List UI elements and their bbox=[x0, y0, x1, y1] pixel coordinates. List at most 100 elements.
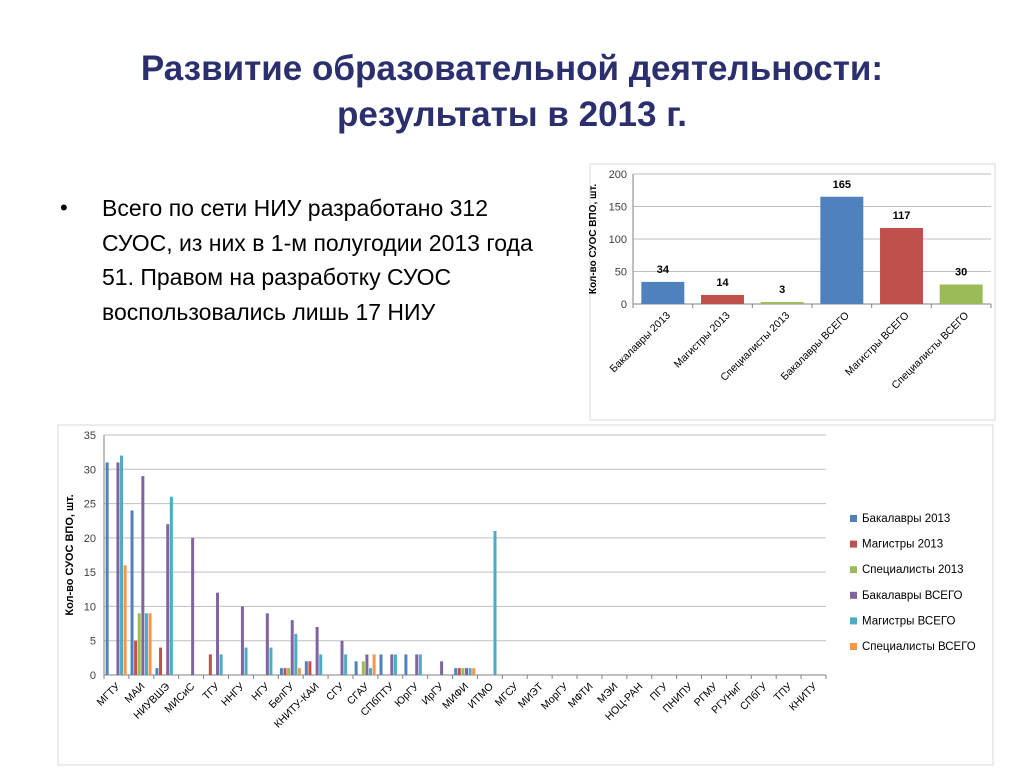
bar bbox=[244, 647, 248, 675]
bar bbox=[418, 654, 422, 675]
bar bbox=[440, 661, 444, 675]
legend-swatch bbox=[850, 591, 857, 599]
bar bbox=[340, 640, 344, 675]
chart-frame bbox=[589, 163, 996, 421]
bar bbox=[137, 613, 141, 675]
bar bbox=[155, 668, 159, 675]
bar bbox=[219, 654, 223, 675]
y-tick-label: 25 bbox=[84, 499, 96, 511]
data-label: 30 bbox=[955, 267, 967, 279]
bar bbox=[208, 654, 212, 675]
data-label: 117 bbox=[893, 210, 911, 222]
bar bbox=[159, 647, 163, 675]
legend-swatch bbox=[850, 566, 857, 574]
bar bbox=[166, 524, 170, 675]
bar bbox=[760, 302, 804, 304]
y-tick-label: 0 bbox=[90, 670, 96, 682]
bar bbox=[216, 592, 220, 675]
bar bbox=[279, 668, 283, 675]
y-tick-label: 100 bbox=[609, 234, 627, 246]
bar bbox=[457, 668, 461, 675]
bar bbox=[308, 661, 312, 675]
legend-entry: Магистры ВСЕГО bbox=[862, 615, 955, 627]
bar bbox=[369, 668, 373, 675]
x-tick-label: ЮрГУ bbox=[392, 680, 421, 709]
x-tick-label: СГУ bbox=[324, 680, 347, 703]
legend-swatch bbox=[850, 643, 857, 650]
y-tick-label: 150 bbox=[609, 202, 627, 214]
data-label: 34 bbox=[657, 264, 670, 276]
y-tick-label: 10 bbox=[84, 601, 96, 613]
chart-frame bbox=[57, 424, 994, 766]
bar bbox=[134, 640, 138, 675]
bar bbox=[294, 633, 298, 675]
bar bbox=[404, 654, 408, 675]
bar bbox=[319, 654, 323, 675]
bar bbox=[141, 476, 145, 675]
bar bbox=[269, 647, 273, 675]
bar bbox=[105, 462, 109, 675]
bar bbox=[372, 654, 376, 675]
bar bbox=[493, 531, 497, 675]
y-tick-label: 5 bbox=[90, 636, 96, 648]
bar bbox=[304, 661, 308, 675]
bar bbox=[148, 613, 152, 675]
bar bbox=[297, 668, 301, 675]
legend-swatch bbox=[850, 540, 857, 548]
bar bbox=[315, 627, 319, 675]
bar bbox=[287, 668, 291, 675]
y-tick-label: 200 bbox=[609, 169, 627, 181]
x-tick-label: МИФИ bbox=[440, 681, 471, 712]
x-tick-label: МорГУ bbox=[539, 680, 571, 712]
bar bbox=[169, 496, 173, 675]
bar bbox=[144, 613, 148, 675]
legend-entry: Специалисты ВСЕГО bbox=[862, 641, 976, 653]
y-axis-title: Кол-во СУОС ВПО, шт. bbox=[588, 184, 599, 294]
legend-entry: Бакалавры 2013 bbox=[862, 513, 950, 525]
bar bbox=[361, 661, 365, 675]
x-tick-label: ННГУ bbox=[219, 680, 247, 708]
bar bbox=[265, 613, 269, 675]
bar bbox=[365, 654, 369, 675]
x-tick-label: МГСУ bbox=[493, 680, 521, 708]
legend-swatch bbox=[850, 515, 857, 522]
bar bbox=[354, 661, 358, 675]
bullet-text: Всего по сети НИУ разработано 312 СУОС, … bbox=[102, 195, 533, 325]
slide-title: Развитие образовательной деятельности: р… bbox=[0, 46, 1024, 138]
bar bbox=[116, 462, 120, 675]
bar bbox=[393, 654, 397, 675]
y-tick-label: 15 bbox=[84, 567, 96, 579]
bar bbox=[701, 294, 744, 304]
data-label: 3 bbox=[779, 284, 785, 296]
x-tick-label: МГТУ bbox=[95, 680, 123, 708]
legend-entry: Магистры 2013 bbox=[862, 539, 943, 551]
bar bbox=[344, 654, 348, 675]
bar bbox=[461, 668, 465, 675]
bar bbox=[880, 227, 923, 304]
y-tick-label: 50 bbox=[615, 267, 627, 279]
x-tick-label: МФТИ bbox=[566, 681, 596, 711]
y-tick-label: 35 bbox=[84, 430, 96, 442]
y-tick-label: 0 bbox=[621, 299, 627, 311]
bar bbox=[939, 284, 983, 304]
legend-swatch bbox=[850, 617, 857, 625]
y-tick-label: 20 bbox=[84, 533, 96, 545]
y-tick-label: 30 bbox=[84, 464, 96, 476]
slide-title-line2: результаты в 2013 г. bbox=[336, 95, 688, 134]
bar bbox=[415, 654, 419, 675]
legend-entry: Специалисты 2013 bbox=[862, 564, 964, 576]
bar bbox=[191, 537, 195, 675]
bar bbox=[240, 606, 244, 675]
legend-entry: Бакалавры ВСЕГО bbox=[862, 590, 963, 602]
bar bbox=[641, 281, 685, 304]
bar bbox=[468, 668, 472, 675]
bar bbox=[454, 668, 458, 675]
x-tick-label: КНИТУ bbox=[787, 680, 820, 713]
bar bbox=[379, 654, 383, 675]
bar bbox=[290, 620, 294, 675]
slide-title-line1: Развитие образовательной деятельности: bbox=[140, 49, 884, 88]
data-label: 165 bbox=[833, 179, 851, 191]
bar bbox=[465, 668, 468, 675]
